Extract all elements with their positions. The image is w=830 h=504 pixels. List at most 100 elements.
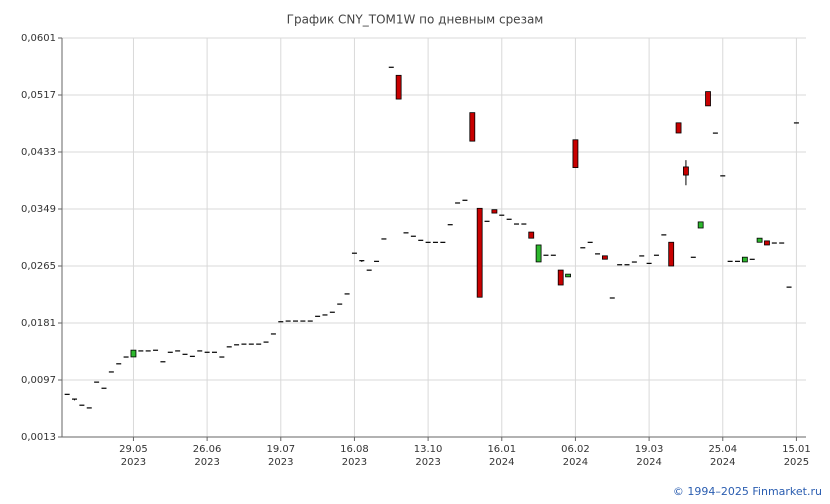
x-tick-label: 2024 (489, 457, 514, 468)
candle-body (79, 404, 85, 406)
candle-body (138, 350, 144, 352)
x-tick-label: 19.03 (635, 444, 664, 455)
candle-body (359, 260, 365, 262)
candle-body (528, 231, 535, 239)
candle-body (535, 244, 542, 263)
candle-body (440, 241, 446, 243)
x-tick-label: 2024 (563, 457, 588, 468)
x-tick-label: 2023 (342, 457, 367, 468)
candle-body (609, 297, 615, 299)
candle-body (307, 320, 313, 322)
candle-body (734, 260, 740, 262)
candle-body (145, 350, 151, 352)
candle-body (764, 240, 770, 246)
candle-body (720, 175, 726, 177)
y-tick-label: 0,0601 (21, 33, 56, 44)
candle-body (410, 235, 416, 237)
x-tick-label: 25.04 (708, 444, 737, 455)
candle-body (786, 286, 792, 288)
candle-body (285, 320, 291, 322)
candle-body (351, 252, 357, 254)
candle-body (668, 241, 675, 267)
y-tick-label: 0,0433 (21, 147, 56, 158)
candle-body (462, 199, 468, 201)
candle-body (241, 343, 247, 345)
candle-body (741, 256, 748, 263)
candle-body (521, 223, 527, 225)
candle-body (263, 341, 269, 343)
candle-body (705, 91, 711, 107)
candle-body (595, 253, 601, 255)
y-tick-label: 0,0097 (21, 375, 56, 386)
candle-body (189, 355, 195, 357)
candle-body (476, 207, 483, 298)
candle-body (447, 224, 453, 226)
candle-body (675, 122, 682, 134)
candle-body (587, 241, 593, 243)
candle-body (690, 256, 696, 258)
candle-body (108, 371, 114, 373)
candle-body (366, 269, 372, 271)
candle-body (395, 74, 402, 100)
candle-body (388, 66, 394, 68)
candle-body (234, 344, 240, 346)
candle-body (167, 351, 173, 353)
candle-body (557, 269, 564, 286)
candle-body (491, 209, 498, 214)
candle-body (543, 254, 549, 256)
x-tick-label: 2024 (636, 457, 661, 468)
candle-body (160, 361, 166, 363)
candle-body (182, 353, 188, 355)
candle-body (617, 264, 623, 266)
candle-body (756, 237, 763, 243)
candle-body (771, 242, 777, 244)
x-tick-label: 2023 (194, 457, 219, 468)
candle-body (432, 241, 438, 243)
candle-body (580, 247, 586, 249)
x-tick-label: 26.06 (193, 444, 222, 455)
candle-body (123, 356, 129, 358)
candle-body (639, 255, 645, 257)
candle-body (624, 264, 630, 266)
candle-body (631, 261, 637, 263)
x-tick-label: 29.05 (119, 444, 148, 455)
candle-body (403, 232, 409, 234)
x-tick-label: 06.02 (561, 444, 590, 455)
candle-body (425, 241, 431, 243)
candle-body (64, 393, 70, 395)
candle-body (72, 398, 78, 400)
candle-body (248, 343, 254, 345)
candle-body (646, 262, 652, 264)
candle-body (601, 255, 608, 260)
candle-body (661, 234, 667, 236)
candle-body (219, 356, 225, 358)
candle-body (337, 303, 343, 305)
candle-body (322, 314, 328, 316)
candle-body (469, 112, 476, 142)
candle-body (270, 333, 276, 335)
x-tick-label: 15.01 (782, 444, 811, 455)
candle-body (153, 349, 159, 351)
candle-body (712, 132, 718, 134)
candle-body (226, 346, 232, 348)
y-tick-label: 0,0013 (21, 432, 56, 443)
candle-body (514, 223, 520, 225)
candle-body (653, 254, 659, 256)
candle-body (727, 260, 733, 262)
candle-body (278, 321, 284, 323)
candle-body (418, 239, 424, 241)
candle-body (94, 381, 100, 383)
candle-body (499, 214, 505, 216)
candle-body (175, 350, 181, 352)
candle-body (101, 387, 107, 389)
x-tick-label: 2023 (121, 457, 146, 468)
candle-body (130, 349, 137, 358)
x-tick-label: 16.01 (487, 444, 516, 455)
y-tick-label: 0,0517 (21, 90, 56, 101)
candle-body (381, 238, 387, 240)
candle-body (455, 202, 461, 204)
x-tick-label: 2023 (415, 457, 440, 468)
x-tick-label: 2024 (710, 457, 735, 468)
candle-body (344, 293, 350, 295)
